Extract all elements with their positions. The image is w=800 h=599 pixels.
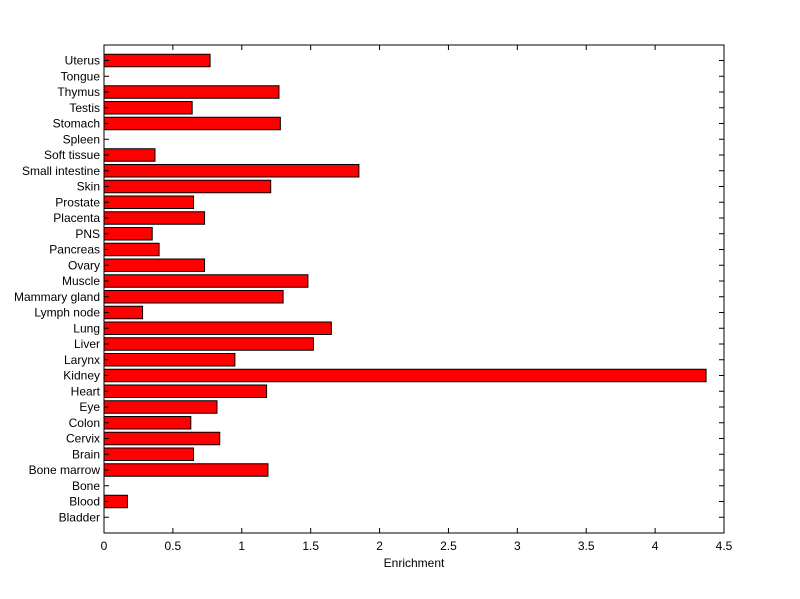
- y-tick-label: Placenta: [53, 211, 100, 225]
- bar-eye: [103, 400, 218, 414]
- y-tick-label: Brain: [72, 447, 100, 461]
- y-tick-label: Stomach: [53, 117, 100, 131]
- bar-lung: [103, 321, 332, 335]
- bar-testis: [103, 101, 193, 115]
- bar-mammary-gland: [103, 290, 284, 304]
- x-tick-label: 2: [376, 539, 383, 553]
- y-tick-label: Kidney: [63, 369, 100, 383]
- bar-bone-marrow: [103, 463, 269, 477]
- y-tick-label: Blood: [69, 495, 100, 509]
- x-axis-label: Enrichment: [384, 556, 445, 570]
- y-tick-label: Spleen: [63, 132, 100, 146]
- y-tick-label: Heart: [71, 384, 101, 398]
- y-tick-label: Mammary gland: [14, 290, 100, 304]
- y-tick-label: Skin: [77, 180, 100, 194]
- x-tick-label: 2.5: [440, 539, 457, 553]
- plot-frame: [103, 44, 725, 534]
- x-tick-label: 0.5: [165, 539, 182, 553]
- bar-colon: [103, 416, 192, 430]
- x-tick-label: 4.5: [716, 539, 733, 553]
- y-tick-label: Testis: [69, 101, 100, 115]
- y-tick-label: Lung: [73, 321, 100, 335]
- bar-pns: [103, 227, 153, 241]
- bar-prostate: [103, 195, 195, 209]
- bar-skin: [103, 179, 272, 194]
- y-tick-label: PNS: [75, 227, 100, 241]
- y-tick-label: Small intestine: [22, 164, 100, 178]
- bar-pancreas: [103, 242, 160, 257]
- bar-larynx: [103, 353, 236, 367]
- x-tick-label: 0: [101, 539, 108, 553]
- x-axis-ticks: 0 0.5 1 1.5 2 2.5 3 3.5 4 4.5: [101, 45, 733, 553]
- x-tick-label: 4: [652, 539, 659, 553]
- y-tick-label: Colon: [69, 416, 100, 430]
- y-tick-label: Liver: [74, 337, 100, 351]
- bar-soft-tissue: [103, 148, 156, 162]
- bar-lymph-node: [103, 305, 144, 320]
- y-tick-label: Bone marrow: [29, 463, 101, 477]
- bar-stomach: [103, 116, 281, 131]
- y-tick-label: Tongue: [61, 69, 101, 83]
- bar-liver: [103, 337, 314, 351]
- x-tick-label: 3.5: [578, 539, 595, 553]
- y-tick-label: Larynx: [64, 353, 100, 367]
- y-tick-label: Soft tissue: [44, 148, 100, 162]
- y-tick-label: Bone: [72, 479, 100, 493]
- bar-ovary: [103, 258, 206, 272]
- y-tick-label: Prostate: [55, 195, 100, 209]
- bar-thymus: [103, 85, 280, 99]
- y-tick-label: Cervix: [66, 432, 100, 446]
- y-tick-label: Muscle: [62, 274, 100, 288]
- bar-brain: [103, 447, 195, 461]
- y-tick-label: Uterus: [65, 54, 100, 68]
- x-tick-label: 1: [238, 539, 245, 553]
- x-tick-label: 1.5: [302, 539, 319, 553]
- bar-muscle: [103, 274, 309, 288]
- y-tick-label: Pancreas: [49, 243, 100, 257]
- bar-heart: [103, 384, 268, 398]
- x-tick-label: 3: [514, 539, 521, 553]
- bar-uterus: [103, 53, 211, 68]
- bar-kidney: [103, 368, 707, 383]
- y-tick-label: Bladder: [59, 510, 100, 524]
- y-tick-label: Eye: [79, 400, 100, 414]
- y-tick-label: Lymph node: [34, 306, 100, 320]
- bar-cervix: [103, 431, 221, 446]
- bar-small-intestine: [103, 164, 360, 178]
- bar-placenta: [103, 211, 206, 225]
- y-tick-label: Ovary: [68, 258, 100, 272]
- y-tick-label: Thymus: [57, 85, 100, 99]
